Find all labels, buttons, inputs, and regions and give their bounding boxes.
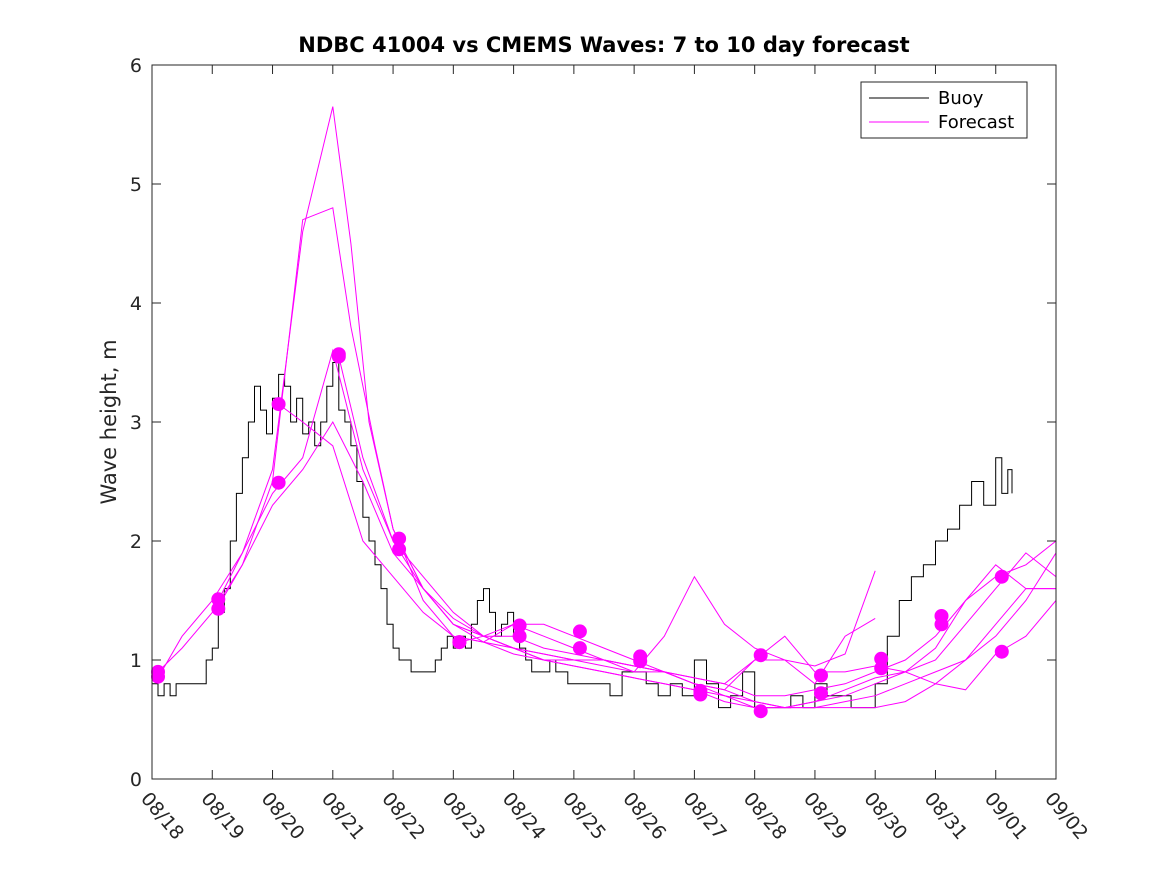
forecast-start-marker	[211, 601, 226, 616]
forecast-start-marker	[151, 669, 165, 684]
forecast-start-marker	[753, 648, 768, 663]
forecast-start-marker	[934, 617, 949, 632]
x-tick-label: 08/22	[377, 788, 429, 844]
forecast-start-marker	[753, 704, 768, 719]
y-tick-label: 4	[130, 293, 142, 315]
y-tick-label: 1	[130, 650, 142, 672]
x-tick-label: 08/24	[498, 788, 550, 844]
forecast-start-marker	[271, 475, 286, 490]
forecast-start-marker	[512, 629, 527, 644]
forecast-start-marker	[874, 661, 889, 676]
forecast-start-marker	[693, 687, 708, 702]
x-tick-label: 08/28	[739, 788, 791, 844]
legend-box	[860, 81, 1028, 139]
x-tick-label: 08/20	[257, 788, 309, 844]
x-tick-label: 08/21	[317, 788, 369, 844]
forecast-start-marker	[572, 641, 587, 656]
x-tick-label: 08/29	[799, 788, 851, 844]
forecast-start-marker	[994, 569, 1009, 584]
forecast-start-marker	[392, 542, 407, 557]
forecast-start-marker	[331, 349, 346, 364]
x-tick-label: 08/30	[859, 788, 911, 844]
x-tick-label: 08/23	[438, 788, 490, 844]
y-tick-label: 2	[130, 531, 142, 553]
legend: Buoy Forecast	[860, 81, 1028, 139]
legend-buoy-label: Buoy	[938, 88, 984, 109]
y-axis-label: Wave height, m	[97, 339, 121, 504]
x-tick-label: 08/27	[679, 788, 731, 844]
x-tick-label: 08/31	[920, 788, 972, 844]
y-tick-label: 6	[130, 55, 142, 77]
forecast-series-line-4	[217, 207, 1056, 709]
x-tick-label: 09/02	[1040, 788, 1092, 844]
x-tick-label: 08/25	[558, 788, 610, 844]
chart-title: NDBC 41004 vs CMEMS Waves: 7 to 10 day f…	[298, 33, 909, 57]
y-tick-label: 0	[130, 769, 142, 791]
buoy-series-line	[152, 362, 1013, 709]
y-tick-label: 5	[130, 174, 142, 196]
forecast-series-line-1	[157, 420, 1056, 697]
forecast-start-marker	[633, 654, 648, 669]
forecast-start-marker	[452, 635, 467, 650]
x-tick-label: 08/26	[618, 788, 670, 844]
forecast-start-marker	[994, 644, 1009, 659]
y-tick-label: 3	[130, 412, 142, 434]
forecast-start-marker	[814, 686, 828, 701]
forecast-start-marker	[271, 397, 286, 412]
x-tick-label: 08/18	[136, 788, 188, 844]
x-tick-label: 09/01	[980, 788, 1032, 844]
forecast-start-marker	[572, 624, 587, 639]
marker-layer	[151, 347, 1009, 719]
x-tick-label: 08/19	[196, 788, 248, 844]
forecast-series-line-6	[338, 356, 1056, 691]
forecast-start-marker	[814, 668, 828, 683]
legend-forecast-label: Forecast	[938, 112, 1014, 133]
